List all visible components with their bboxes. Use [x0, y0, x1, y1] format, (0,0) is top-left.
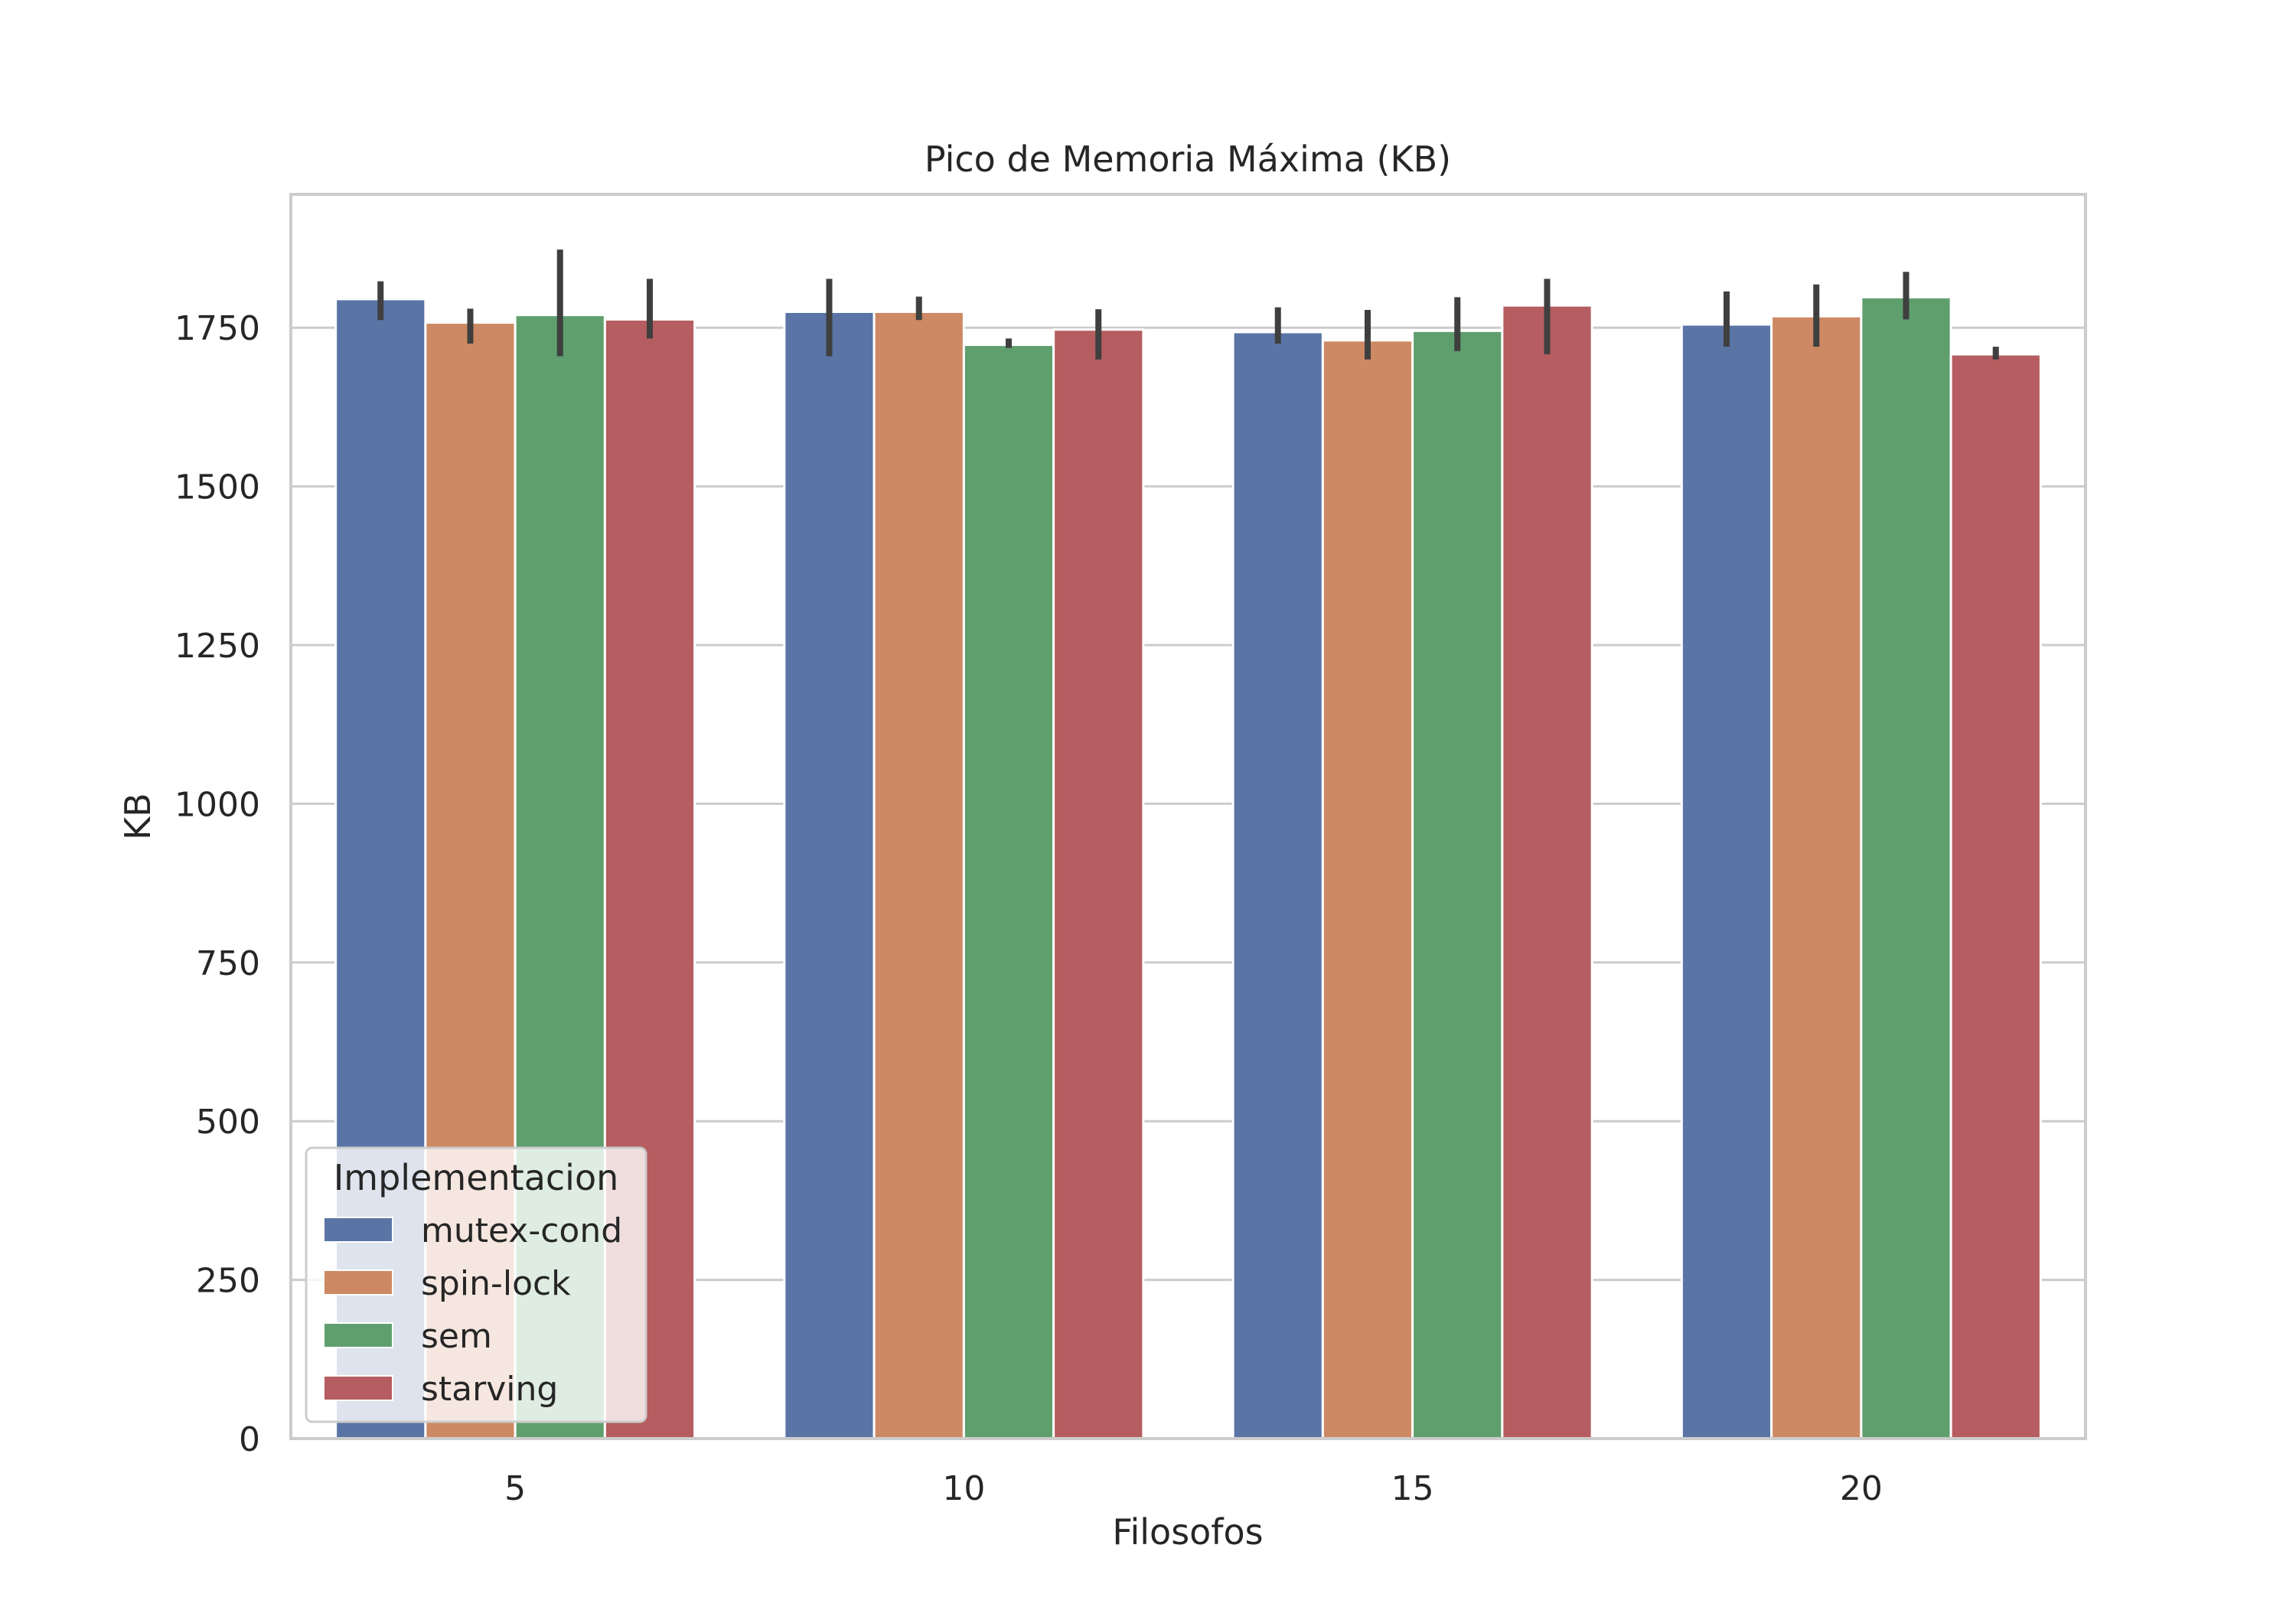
x-tick-label: 5 [504, 1469, 526, 1508]
x-tick-label: 10 [942, 1469, 985, 1508]
x-axis-label: Filosofos [1112, 1511, 1263, 1553]
bar-spin-lock-20 [1770, 315, 1863, 1440]
x-tick-label: 15 [1391, 1469, 1434, 1508]
legend-label-spin-lock: spin-lock [421, 1264, 571, 1303]
legend-title: Implementacion [334, 1157, 619, 1198]
legend-items: mutex-cond spin-lock sem starving [323, 1211, 622, 1409]
y-tick-label: 1000 [174, 785, 260, 824]
legend: Implementacion mutex-cond spin-lock sem sta… [305, 1146, 647, 1423]
bar-mutex-cond-10 [783, 310, 876, 1440]
bar-mutex-cond-20 [1680, 323, 1773, 1440]
plot-frame [289, 193, 2087, 1440]
bar-starving-15 [1501, 304, 1593, 1440]
legend-swatch-starving [323, 1375, 393, 1401]
bar-spin-lock-10 [872, 310, 965, 1440]
x-tick-labels: 5 10 15 20 [504, 1469, 1883, 1508]
legend-label-starving: starving [421, 1370, 558, 1409]
y-tick-labels: 0 250 500 750 1000 1250 1500 1750 [174, 309, 260, 1459]
bar-starving-10 [1052, 328, 1145, 1440]
y-tick-label: 0 [239, 1420, 260, 1459]
bar-spin-lock-15 [1321, 339, 1414, 1440]
legend-swatch-sem [323, 1322, 393, 1348]
y-tick-label: 750 [196, 944, 260, 983]
bar-sem-20 [1860, 295, 1952, 1440]
legend-label-sem: sem [421, 1317, 492, 1356]
bar-mutex-cond-15 [1231, 331, 1324, 1440]
y-tick-label: 1750 [174, 309, 260, 348]
legend-swatch-spin-lock [323, 1269, 393, 1295]
bar-sem-15 [1411, 329, 1504, 1440]
legend-label-mutex-cond: mutex-cond [421, 1211, 622, 1250]
chart-title: Pico de Memoria Máxima (KB) [925, 139, 1451, 180]
y-axis-label: KB [117, 793, 158, 840]
bar-sem-10 [962, 344, 1055, 1440]
error-bars [377, 249, 1999, 360]
legend-box [305, 1146, 647, 1423]
x-tick-label: 20 [1840, 1469, 1883, 1508]
y-tick-label: 250 [196, 1262, 260, 1301]
y-tick-label: 1250 [174, 627, 260, 666]
y-tick-label: 500 [196, 1103, 260, 1142]
bar-starving-20 [1949, 353, 2042, 1440]
legend-swatch-mutex-cond [323, 1217, 393, 1243]
y-tick-label: 1500 [174, 468, 260, 507]
